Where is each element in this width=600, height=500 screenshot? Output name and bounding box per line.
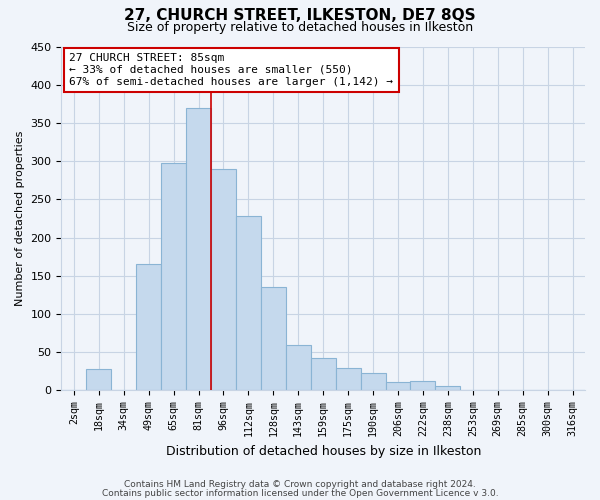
Bar	[236, 216, 261, 390]
Bar	[410, 380, 436, 390]
Text: Contains public sector information licensed under the Open Government Licence v : Contains public sector information licen…	[101, 488, 499, 498]
Bar	[261, 288, 286, 391]
Bar	[361, 373, 386, 390]
Bar	[86, 369, 111, 390]
Text: 27 CHURCH STREET: 85sqm
← 33% of detached houses are smaller (550)
67% of semi-d: 27 CHURCH STREET: 85sqm ← 33% of detache…	[69, 54, 393, 86]
Bar	[136, 264, 161, 390]
X-axis label: Distribution of detached houses by size in Ilkeston: Distribution of detached houses by size …	[166, 444, 481, 458]
Bar	[211, 169, 236, 390]
Bar	[311, 358, 335, 390]
Bar	[186, 108, 211, 391]
Bar	[436, 386, 460, 390]
Text: 27, CHURCH STREET, ILKESTON, DE7 8QS: 27, CHURCH STREET, ILKESTON, DE7 8QS	[124, 8, 476, 22]
Bar	[286, 344, 311, 391]
Y-axis label: Number of detached properties: Number of detached properties	[15, 131, 25, 306]
Bar	[161, 164, 186, 390]
Bar	[335, 368, 361, 390]
Text: Contains HM Land Registry data © Crown copyright and database right 2024.: Contains HM Land Registry data © Crown c…	[124, 480, 476, 489]
Bar	[386, 382, 410, 390]
Text: Size of property relative to detached houses in Ilkeston: Size of property relative to detached ho…	[127, 21, 473, 34]
